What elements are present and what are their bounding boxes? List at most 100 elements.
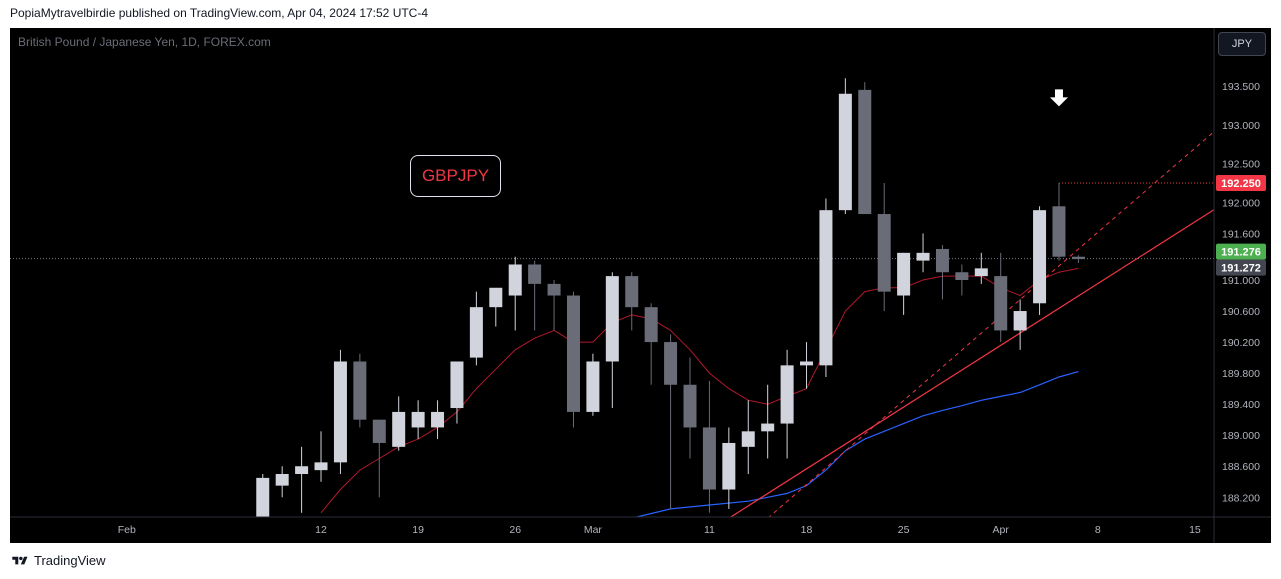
candle-body: [605, 276, 619, 362]
candle: [819, 198, 833, 377]
candle-body: [838, 93, 852, 211]
price-badge-bg: [1216, 243, 1266, 260]
candle: [994, 252, 1008, 343]
candle-body: [372, 419, 386, 443]
candle-body: [392, 411, 406, 447]
candle: [508, 256, 522, 331]
candle: [955, 264, 969, 296]
candle: [897, 252, 911, 315]
candle: [295, 446, 309, 513]
price-badge: 191.272: [1216, 259, 1266, 276]
candle: [800, 342, 814, 389]
time-tick-label: 19: [412, 524, 424, 536]
price-badge-label: 191.276: [1221, 247, 1261, 259]
candle-body: [528, 264, 542, 284]
candle-body: [974, 268, 988, 277]
price-tick-label: 190.200: [1222, 337, 1260, 349]
candle: [547, 280, 561, 331]
candle: [256, 474, 270, 517]
candle-body: [877, 214, 891, 292]
footer-brand[interactable]: TradingView: [10, 553, 106, 568]
candle: [935, 245, 949, 300]
candle-body: [625, 276, 639, 308]
publisher-line: PopiaMytravelbirdie published on Trading…: [10, 6, 429, 20]
candle-body: [411, 411, 425, 428]
chart-area[interactable]: [10, 28, 1271, 543]
candle: [392, 396, 406, 451]
candle-body: [722, 442, 736, 490]
candle-body: [897, 252, 911, 296]
candle-body: [450, 361, 464, 409]
candle-body: [916, 252, 930, 261]
candle-body: [819, 210, 833, 366]
time-tick-label: 15: [1189, 524, 1201, 536]
ema-slow-line: [634, 371, 1079, 517]
candle-body: [295, 466, 309, 474]
candle: [1013, 299, 1027, 350]
price-badge-label: 191.272: [1221, 263, 1261, 275]
candle: [974, 252, 988, 284]
footer-brand-label: TradingView: [34, 553, 106, 568]
price-badge-bg: [1216, 175, 1266, 191]
time-tick-label: 25: [898, 524, 910, 536]
currency-button[interactable]: JPY: [1218, 32, 1266, 56]
candle: [877, 183, 891, 312]
price-tick-label: 189.800: [1222, 368, 1260, 380]
annotations: [1049, 89, 1068, 107]
candle: [528, 260, 542, 331]
candle: [275, 466, 289, 498]
candle-body: [644, 307, 658, 343]
price-tick-label: 191.600: [1222, 228, 1260, 240]
price-tick-label: 189.000: [1222, 430, 1260, 442]
symbol-label-annotation: GBPJPY: [410, 155, 501, 197]
price-tick-label: 192.500: [1222, 159, 1260, 171]
price-badge: 192.250: [1216, 175, 1266, 191]
candle: [566, 291, 580, 428]
candle-body: [994, 276, 1008, 331]
candle: [1052, 183, 1066, 261]
candle-body: [935, 248, 949, 273]
candle: [333, 349, 347, 474]
ema-fast-line: [320, 267, 1079, 514]
time-tick-label: 12: [315, 524, 327, 536]
candle-body: [256, 477, 270, 517]
price-badge-bg: [1216, 259, 1266, 276]
price-tick-label: 191.000: [1222, 275, 1260, 287]
candle: [1033, 206, 1047, 315]
candle-body: [431, 411, 445, 428]
candle-body: [566, 295, 580, 412]
candle-body: [314, 462, 328, 471]
candle: [916, 233, 930, 273]
trendline-solid: [729, 209, 1214, 517]
candle: [664, 334, 678, 509]
candle: [683, 357, 697, 459]
candle: [858, 82, 872, 215]
candle: [372, 419, 386, 498]
candle: [1071, 255, 1085, 263]
candle: [722, 427, 736, 509]
candle-body: [780, 365, 794, 424]
candle: [411, 400, 425, 440]
candle-body: [800, 361, 814, 366]
price-tick-label: 189.400: [1222, 399, 1260, 411]
candle: [450, 361, 464, 424]
price-tick-label: 193.500: [1222, 81, 1260, 93]
price-badge: 191.276: [1216, 243, 1266, 260]
candle-body: [586, 361, 600, 412]
candle-body: [333, 361, 347, 463]
candle: [838, 78, 852, 215]
candle: [586, 353, 600, 416]
candle-body: [1033, 210, 1047, 304]
candle-body: [508, 264, 522, 296]
symbol-description: British Pound / Japanese Yen, 1D, FOREX.…: [18, 35, 271, 49]
time-tick-label: Mar: [584, 524, 603, 536]
candle-body: [664, 342, 678, 385]
candle: [741, 400, 755, 474]
candle-body: [1052, 206, 1066, 257]
candle-body: [741, 431, 755, 447]
candle: [469, 291, 483, 366]
time-tick-label: 11: [704, 524, 715, 536]
time-tick-label: Feb: [118, 524, 136, 536]
time-tick-label: Apr: [993, 524, 1010, 536]
